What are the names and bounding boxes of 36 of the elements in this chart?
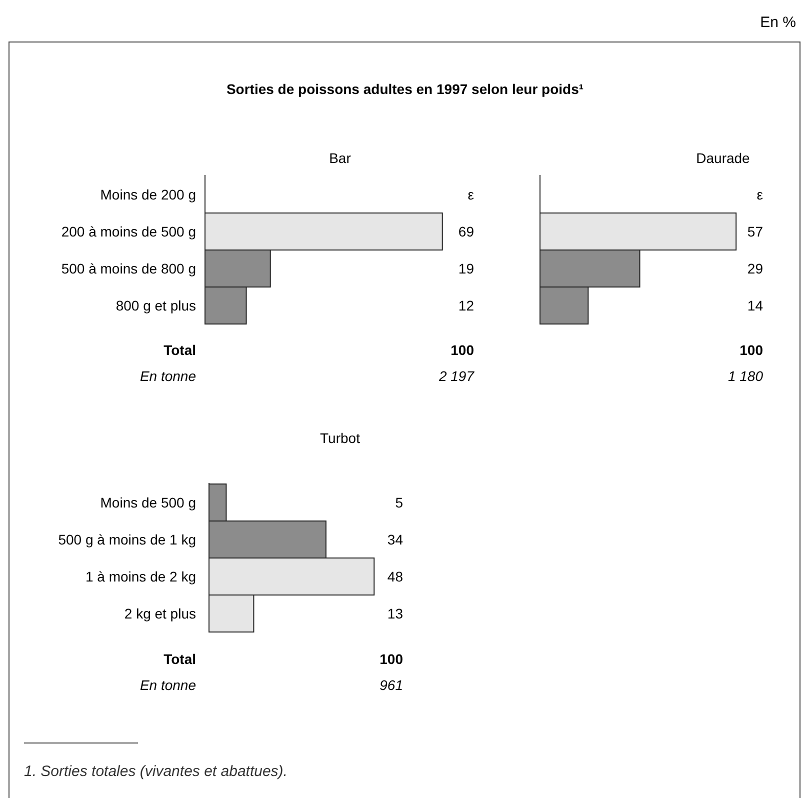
- y-tick-label: 1 à moins de 2 kg: [85, 568, 196, 584]
- text: En tonne: [140, 368, 196, 384]
- chart-title: Turbot: [320, 430, 360, 446]
- y-tick-label: 2 kg et plus: [124, 606, 196, 622]
- chart-title: Bar: [329, 150, 352, 166]
- text: 2 197: [438, 368, 476, 384]
- data-label: 14: [747, 298, 764, 314]
- data-label: 57: [747, 224, 764, 240]
- data-label: 12: [458, 298, 474, 314]
- data-label: 5: [395, 494, 404, 510]
- y-tick-label: 200 à moins de 500 g: [61, 224, 196, 240]
- data-label: 69: [458, 224, 474, 240]
- text: 1 180: [728, 368, 764, 384]
- text: ε: [756, 186, 763, 202]
- text: En %: [760, 14, 796, 31]
- text: 1. Sorties totales (vivantes et abattues).: [24, 763, 288, 780]
- text: Sorties de poissons adultes en 1997 selon leur poids¹: [226, 81, 584, 97]
- y-tick-label: Moins de 200 g: [100, 186, 196, 202]
- data-label: 34: [387, 532, 404, 548]
- y-tick-label: 500 g à moins de 1 kg: [58, 532, 196, 548]
- data-label: 13: [387, 606, 404, 622]
- data-label: 19: [458, 260, 474, 276]
- text: En tonne: [140, 677, 196, 693]
- text: 100: [740, 342, 764, 358]
- text: 961: [380, 677, 403, 693]
- chart-title: Daurade: [696, 150, 750, 166]
- text: 100: [380, 651, 404, 667]
- data-label: 48: [387, 568, 404, 584]
- text: ε: [468, 186, 474, 202]
- text: 100: [450, 342, 474, 358]
- text: Total: [164, 342, 196, 358]
- y-tick-label: 800 g et plus: [116, 298, 196, 314]
- y-tick-label: 500 à moins de 800 g: [61, 260, 196, 276]
- text: Total: [164, 651, 196, 667]
- data-label: 29: [747, 260, 764, 276]
- y-tick-label: Moins de 500 g: [100, 494, 196, 510]
